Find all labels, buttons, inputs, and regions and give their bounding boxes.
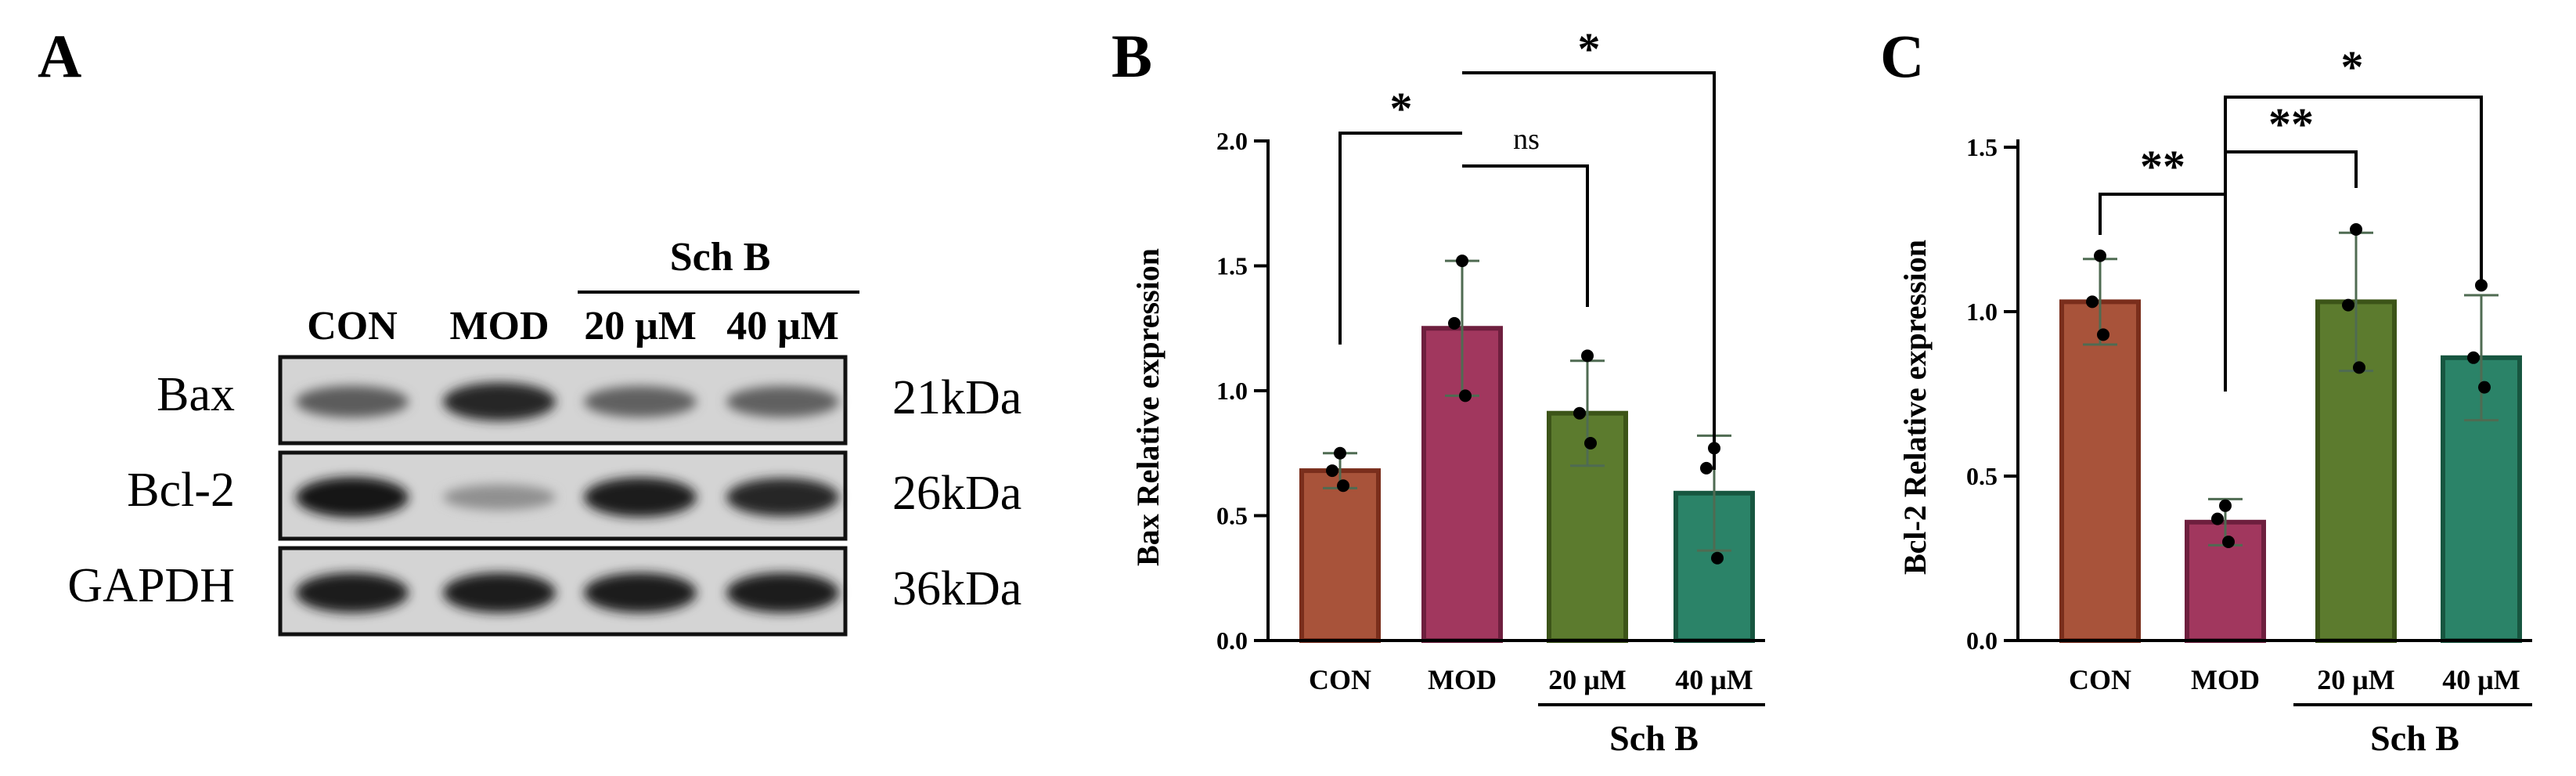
bcl2-data-point-con bbox=[2094, 249, 2106, 262]
blot-rows: Bax 21kDa Bcl-2 26kDa GAPDH 36kDa bbox=[67, 355, 1021, 637]
bcl2-data-point-20-um bbox=[2353, 361, 2365, 374]
bcl2-x-categories: CON MOD 20 μM 40 μM bbox=[2069, 664, 2520, 695]
bax-y-tick-label: 0.5 bbox=[1216, 502, 1248, 530]
bax-sig-bracket-con-vs-mod bbox=[1338, 132, 1462, 345]
bcl2-data-point-mod bbox=[2211, 512, 2224, 525]
bcl2-bar-con bbox=[2059, 299, 2141, 643]
bcl2-y-tick-label: 1.5 bbox=[1966, 133, 1998, 161]
bcl2-sig-bracket-mod-vs-40-um bbox=[2224, 96, 2483, 392]
bcl2-sig-label-mod-vs-40-um: * bbox=[2341, 42, 2364, 92]
bcl2-x-category-mod: MOD bbox=[2191, 664, 2260, 695]
bax-data-point-40-um bbox=[1700, 461, 1713, 475]
bax-data-point-con bbox=[1334, 446, 1346, 460]
blot-band-bcl-2-20-um bbox=[584, 477, 697, 518]
bcl2-data-point-40-um bbox=[2467, 351, 2480, 364]
bax-sig-bracket-mod-vs-20-um bbox=[1462, 164, 1589, 307]
bax-data-point-mod bbox=[1448, 316, 1461, 330]
blot-mw-label-gapdh: 36kDa bbox=[892, 562, 1021, 615]
bax-bar-con bbox=[1299, 468, 1381, 644]
blot-lane-label-20um: 20 μM bbox=[584, 304, 697, 348]
bax-data-point-20-um bbox=[1573, 406, 1586, 420]
blot-lane-label-40um: 40 μM bbox=[726, 304, 839, 348]
blot-band-gapdh-mod bbox=[443, 572, 556, 613]
blot-lane-label-mod: MOD bbox=[449, 304, 549, 348]
bcl2-data-point-mod bbox=[2222, 536, 2235, 548]
panel-a-label: A bbox=[38, 22, 81, 90]
blot-lane-label-con: CON bbox=[307, 304, 398, 348]
bax-y-tick-label: 1.5 bbox=[1216, 252, 1248, 280]
bax-group-label: Sch B bbox=[1609, 718, 1699, 758]
bcl2-y-axis-label: Bcl-2 Relative expression bbox=[1897, 240, 1933, 575]
bcl2-y-tick-label: 0.5 bbox=[1966, 462, 1998, 490]
bcl2-data-point-con bbox=[2086, 295, 2099, 309]
bcl2-significance: ***** bbox=[2099, 42, 2483, 392]
blot-band-bcl-2-mod bbox=[443, 484, 556, 511]
bcl2-y-tick-label: 0.0 bbox=[1966, 626, 1998, 655]
blot-band-bax-mod bbox=[443, 382, 556, 421]
bax-sig-label-mod-vs-20-um: ns bbox=[1513, 123, 1540, 156]
bcl2-data-point-20-um bbox=[2342, 298, 2354, 312]
panel-c-label: C bbox=[1880, 22, 1924, 90]
bax-data-point-mod bbox=[1459, 389, 1472, 402]
bcl2-x-category-20-um: 20 μM bbox=[2317, 664, 2394, 695]
bcl2-sig-label-con-vs-mod: ** bbox=[2140, 141, 2185, 192]
bax-data-point-20-um bbox=[1581, 349, 1594, 363]
western-blot-panel: Sch B CON MOD 20 μM 40 μM Bax 21kDa Bcl-2 2… bbox=[67, 235, 1021, 637]
blot-band-bax-40-um bbox=[726, 386, 839, 417]
bcl2-data-point-40-um bbox=[2475, 279, 2488, 292]
bax-y-ticks: 0.0 0.5 1.0 1.5 2.0 bbox=[1216, 127, 1268, 655]
blot-mw-label-bcl-2: 26kDa bbox=[892, 467, 1021, 520]
bax-chart: Bax Relative expression 0.00.51.01.52.0 … bbox=[1130, 23, 1765, 758]
bcl2-group-label: Sch B bbox=[2370, 718, 2459, 758]
blot-group-label: Sch B bbox=[670, 235, 771, 280]
bcl2-y-ticks: 0.0 0.5 1.0 1.5 bbox=[1966, 133, 2018, 655]
bcl2-y-tick-label: 1.0 bbox=[1966, 298, 1998, 326]
blot-protein-label-bax: Bax bbox=[157, 368, 235, 421]
bax-y-axis-label: Bax Relative expression bbox=[1130, 248, 1166, 566]
bax-x-category-20-um: 20 μM bbox=[1548, 664, 1626, 695]
bcl2-sig-label-mod-vs-20-um: ** bbox=[2268, 99, 2314, 150]
bcl2-sig-bracket-mod-vs-20-um bbox=[2225, 150, 2358, 188]
blot-band-bcl-2-40-um bbox=[726, 478, 839, 517]
bax-data-point-con bbox=[1337, 479, 1349, 493]
bax-data-point-mod bbox=[1456, 254, 1468, 268]
bax-sig-label-con-vs-mod: * bbox=[1390, 83, 1413, 134]
bax-sig-label-mod-vs-40-um: * bbox=[1578, 23, 1601, 74]
bax-data-point-20-um bbox=[1584, 436, 1597, 449]
bcl2-data-point-20-um bbox=[2350, 223, 2362, 236]
panel-b-label: B bbox=[1111, 22, 1152, 90]
blot-band-bcl-2-con bbox=[296, 477, 409, 518]
bax-data-point-40-um bbox=[1711, 551, 1724, 565]
bax-y-tick-label: 2.0 bbox=[1216, 127, 1248, 155]
bax-x-category-40-um: 40 μM bbox=[1675, 664, 1753, 695]
blot-protein-label-gapdh: GAPDH bbox=[67, 559, 235, 612]
bcl2-bars bbox=[2059, 223, 2522, 643]
bcl2-data-point-mod bbox=[2219, 499, 2232, 512]
bax-y-tick-label: 1.0 bbox=[1216, 377, 1248, 405]
bax-sig-bracket-mod-vs-40-um bbox=[1462, 71, 1716, 470]
bax-data-point-con bbox=[1326, 464, 1338, 478]
bcl2-sig-bracket-con-vs-mod bbox=[2099, 193, 2225, 235]
blot-mw-label-bax: 21kDa bbox=[892, 371, 1021, 424]
blot-band-gapdh-40-um bbox=[726, 572, 839, 613]
bcl2-x-category-40-um: 40 μM bbox=[2442, 664, 2520, 695]
blot-band-gapdh-20-um bbox=[584, 572, 697, 613]
blot-protein-label-bcl-2: Bcl-2 bbox=[127, 464, 235, 517]
bax-bars bbox=[1299, 254, 1755, 644]
bcl2-data-point-40-um bbox=[2478, 381, 2491, 394]
bcl2-chart: Bcl-2 Relative expression 0.0 0.5 1.0 1.5 *… bbox=[1897, 42, 2532, 758]
bax-y-tick-label: 0.0 bbox=[1216, 626, 1248, 655]
blot-band-bax-20-um bbox=[584, 386, 697, 417]
bcl2-data-point-con bbox=[2097, 328, 2109, 341]
bax-x-categories: CON MOD 20 μM 40 μM bbox=[1309, 664, 1753, 695]
bcl2-x-category-con: CON bbox=[2069, 664, 2131, 695]
blot-band-gapdh-con bbox=[296, 572, 409, 613]
bax-significance: * ns * bbox=[1338, 23, 1716, 470]
bax-x-category-con: CON bbox=[1309, 664, 1371, 695]
blot-band-bax-con bbox=[296, 385, 409, 418]
bax-x-category-mod: MOD bbox=[1428, 664, 1497, 695]
